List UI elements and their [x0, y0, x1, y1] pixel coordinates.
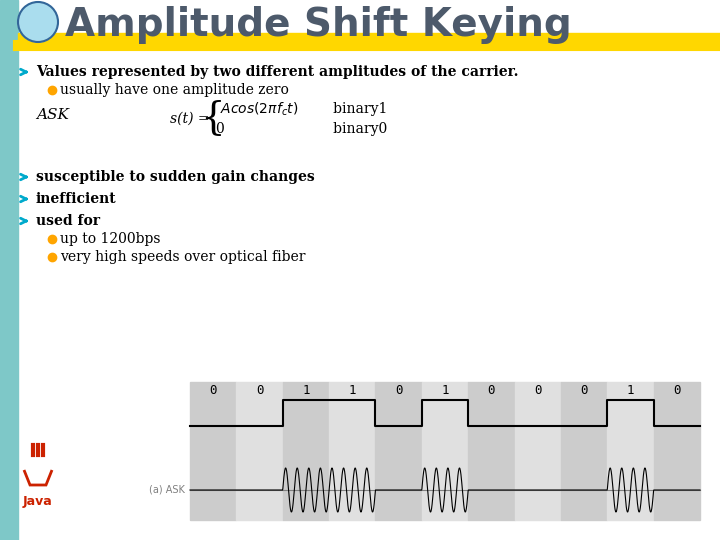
- Text: (a) ASK: (a) ASK: [149, 485, 185, 495]
- Text: $Acos(2\pi f_c t)$: $Acos(2\pi f_c t)$: [220, 100, 298, 118]
- Text: 0: 0: [580, 383, 588, 396]
- Bar: [422, 382, 468, 520]
- Text: 1: 1: [348, 383, 356, 396]
- Text: binary1: binary1: [320, 102, 387, 116]
- Text: 0: 0: [487, 383, 495, 396]
- Text: up to 1200bps: up to 1200bps: [60, 232, 161, 246]
- Circle shape: [18, 2, 58, 42]
- Text: 0: 0: [673, 383, 680, 396]
- Text: Amplitude Shift Keying: Amplitude Shift Keying: [65, 6, 572, 44]
- Text: usually have one amplitude zero: usually have one amplitude zero: [60, 83, 289, 97]
- Bar: [0, 0, 18, 540]
- Bar: [375, 382, 422, 520]
- Bar: [283, 382, 329, 520]
- Text: ASK: ASK: [36, 108, 69, 122]
- Text: very high speeds over optical fiber: very high speeds over optical fiber: [60, 250, 305, 264]
- Bar: [654, 382, 700, 520]
- Text: inefficient: inefficient: [36, 192, 117, 206]
- Bar: [515, 382, 561, 520]
- Text: 1: 1: [626, 383, 634, 396]
- Text: 0: 0: [256, 383, 264, 396]
- Bar: [329, 382, 375, 520]
- Bar: [236, 382, 283, 520]
- Bar: [561, 382, 607, 520]
- Text: susceptible to sudden gain changes: susceptible to sudden gain changes: [36, 170, 315, 184]
- Text: 0: 0: [395, 383, 402, 396]
- Text: {: {: [200, 100, 225, 138]
- Text: s(t) =: s(t) =: [170, 112, 210, 126]
- Bar: [190, 382, 236, 520]
- Text: 0: 0: [534, 383, 541, 396]
- Text: used for: used for: [36, 214, 100, 228]
- Text: Values represented by two different amplitudes of the carrier.: Values represented by two different ampl…: [36, 65, 518, 79]
- Text: 0: 0: [210, 383, 217, 396]
- Bar: [607, 382, 654, 520]
- Bar: [18, 33, 720, 45]
- Text: Java: Java: [23, 495, 53, 508]
- Text: binary0: binary0: [320, 122, 387, 136]
- Text: 1: 1: [302, 383, 310, 396]
- Text: 1: 1: [441, 383, 449, 396]
- Text: 0: 0: [215, 122, 225, 136]
- Bar: [468, 382, 515, 520]
